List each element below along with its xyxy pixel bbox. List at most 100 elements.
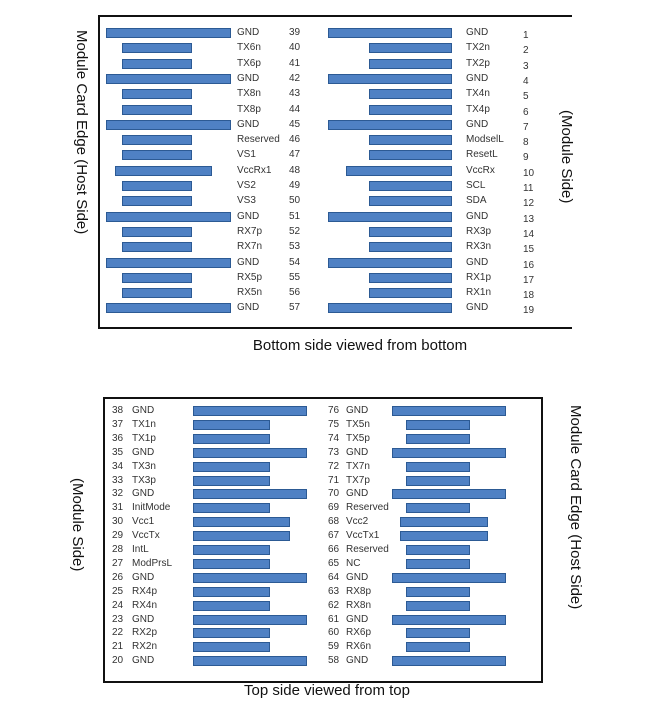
pin-name: SDA	[466, 195, 487, 207]
pin-number: 70	[328, 488, 340, 500]
pin-name: GND	[466, 118, 489, 130]
pin-name: GND	[237, 118, 260, 130]
pin-name: GND	[132, 571, 155, 583]
bottom-side-frame	[98, 15, 572, 329]
pin-name: RX6p	[346, 627, 372, 639]
pin-pad-54	[106, 257, 231, 268]
pin-pad-52	[122, 226, 192, 237]
bottom-left-side-label: Module Card Edge (Host Side)	[73, 30, 90, 235]
pin-number: 35	[112, 446, 124, 458]
pin-name: VS2	[237, 180, 256, 191]
pin-pad-22	[193, 628, 270, 639]
bottom-side-caption: Bottom side viewed from bottom	[252, 337, 468, 354]
pin-number: 73	[328, 446, 340, 458]
pin-number: 27	[112, 557, 124, 569]
pin-name: GND	[132, 446, 155, 458]
pin-pad-73	[392, 447, 506, 458]
pin-name: GND	[466, 210, 489, 222]
pin-pad-7	[328, 119, 452, 130]
pin-number: 36	[112, 432, 124, 444]
pin-name: Vcc1	[132, 516, 155, 528]
pin-pad-45	[106, 119, 231, 130]
pin-name: TX6n	[237, 42, 261, 54]
pin-number: 69	[328, 502, 340, 514]
pin-name: VccTx1	[346, 530, 380, 542]
pin-name: GND	[466, 302, 489, 314]
pin-pad-68	[400, 517, 488, 528]
pin-pad-43	[122, 89, 192, 100]
pin-number: 49	[289, 180, 301, 191]
pin-number: 29	[112, 530, 124, 542]
pin-number: 20	[112, 655, 124, 667]
pin-name: TX1n	[132, 418, 156, 430]
pin-number: 9	[523, 152, 529, 164]
pin-number: 56	[289, 287, 301, 299]
pin-pad-25	[193, 586, 270, 597]
pin-name: RX2p	[132, 627, 158, 639]
pin-pad-63	[406, 586, 470, 597]
pin-name: RX3n	[466, 241, 492, 253]
pin-number: 53	[289, 241, 301, 253]
pin-pad-50	[122, 196, 192, 207]
pin-number: 66	[328, 544, 340, 555]
pin-pad-33	[193, 475, 270, 486]
pin-number: 34	[112, 460, 124, 472]
pin-pad-29	[193, 531, 290, 542]
pin-pad-41	[122, 58, 192, 69]
pin-number: 1	[523, 30, 529, 41]
pin-pad-67	[400, 531, 488, 542]
pin-name: VccRx	[466, 164, 495, 176]
pin-number: 67	[328, 530, 340, 542]
pin-number: 17	[523, 274, 535, 286]
pin-name: RX3p	[466, 225, 492, 237]
pin-pad-55	[122, 272, 192, 283]
pin-number: 19	[523, 305, 535, 317]
pin-pad-39	[106, 28, 231, 38]
pin-name: TX2p	[466, 57, 490, 69]
pin-name: TX3n	[132, 460, 156, 472]
pin-pad-49	[122, 181, 192, 191]
pin-pad-62	[406, 600, 470, 611]
pin-number: 18	[523, 290, 535, 302]
pin-pad-21	[193, 642, 270, 653]
pin-number: 74	[328, 432, 340, 444]
pin-name: GND	[132, 405, 155, 416]
pin-name: GND	[237, 27, 260, 38]
pin-number: 5	[523, 91, 529, 103]
pin-name: VS3	[237, 195, 256, 207]
pin-number: 2	[523, 45, 529, 57]
top-side-frame	[103, 397, 543, 683]
pin-name: GND	[346, 655, 369, 667]
pin-number: 48	[289, 164, 301, 176]
pin-pad-4	[328, 73, 452, 84]
pin-name: TX3p	[132, 474, 156, 486]
pin-pad-57	[106, 303, 231, 314]
pin-number: 3	[523, 60, 529, 72]
pin-number: 32	[112, 488, 124, 500]
pin-number: 12	[523, 198, 535, 210]
top-right-side-label: Module Card Edge (Host Side)	[567, 405, 584, 610]
pin-name: RX5p	[237, 271, 263, 283]
pin-number: 41	[289, 57, 301, 69]
pin-pad-18	[369, 288, 452, 299]
pin-number: 58	[328, 655, 340, 667]
pin-name: VccTx	[132, 530, 160, 542]
pin-number: 57	[289, 302, 301, 314]
pin-number: 44	[289, 103, 301, 115]
pin-pad-42	[106, 73, 231, 84]
pin-number: 6	[523, 106, 529, 118]
pin-number: 42	[289, 72, 301, 84]
pin-pad-14	[369, 226, 452, 237]
pin-number: 64	[328, 571, 340, 583]
pin-name: RX7p	[237, 225, 263, 237]
pin-number: 10	[523, 167, 535, 179]
pin-pad-10	[346, 165, 452, 176]
pin-number: 51	[289, 210, 301, 222]
pin-pad-17	[369, 272, 452, 283]
pin-pad-59	[406, 642, 470, 653]
pin-name: RX7n	[237, 241, 263, 253]
pin-name: GND	[466, 72, 489, 84]
pin-number: 31	[112, 502, 124, 514]
pin-pad-56	[122, 288, 192, 299]
